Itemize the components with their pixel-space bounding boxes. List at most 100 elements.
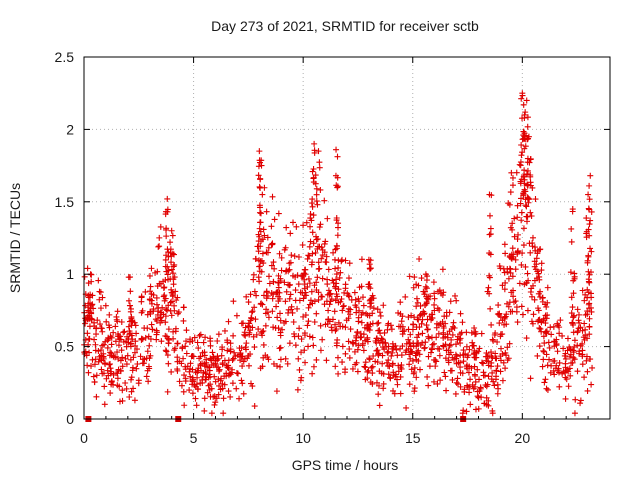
- data-point: [257, 184, 264, 191]
- data-point: [488, 321, 495, 328]
- data-point: [278, 254, 285, 261]
- data-point: [243, 340, 250, 347]
- data-point: [116, 398, 123, 405]
- data-point: [165, 360, 172, 367]
- data-point: [149, 326, 156, 333]
- data-point: [258, 162, 265, 169]
- data-point: [399, 343, 406, 350]
- data-point: [527, 375, 534, 382]
- data-point: [144, 348, 151, 355]
- data-point: [523, 97, 530, 104]
- data-point: [207, 335, 214, 342]
- data-point: [237, 357, 244, 364]
- data-point: [252, 255, 259, 262]
- data-point: [475, 405, 482, 412]
- data-point: [274, 314, 281, 321]
- data-point: [429, 341, 436, 348]
- data-point: [88, 302, 95, 309]
- data-point: [496, 320, 503, 327]
- data-point: [154, 283, 161, 290]
- data-point: [459, 319, 466, 326]
- data-point: [423, 300, 430, 307]
- data-point: [471, 371, 478, 378]
- data-point: [115, 342, 122, 349]
- data-point: [486, 272, 493, 279]
- data-point: [269, 193, 276, 200]
- data-point: [364, 322, 371, 329]
- data-point: [162, 277, 169, 284]
- data-point: [138, 293, 145, 300]
- data-point: [84, 265, 91, 272]
- data-point: [305, 304, 312, 311]
- data-point: [406, 339, 413, 346]
- data-point: [307, 215, 314, 222]
- data-point: [126, 328, 133, 335]
- x-tick-label: 15: [405, 430, 421, 446]
- data-point: [309, 370, 316, 377]
- data-point: [468, 329, 475, 336]
- data-point: [323, 357, 330, 364]
- data-point: [259, 363, 266, 370]
- data-point: [99, 370, 106, 377]
- data-point: [257, 258, 264, 265]
- data-point: [263, 288, 270, 295]
- data-point: [583, 357, 590, 364]
- data-point: [139, 336, 146, 343]
- data-point: [198, 367, 205, 374]
- data-point: [153, 301, 160, 308]
- data-point: [227, 393, 234, 400]
- data-point: [333, 245, 340, 252]
- data-point: [314, 274, 321, 281]
- data-point: [183, 350, 190, 357]
- data-point: [335, 286, 342, 293]
- data-point: [587, 217, 594, 224]
- data-point: [527, 156, 534, 163]
- y-tick-label: 1.5: [55, 194, 75, 210]
- data-point: [471, 383, 478, 390]
- data-point: [324, 320, 331, 327]
- data-point: [454, 375, 461, 382]
- data-point: [588, 208, 595, 215]
- data-point: [551, 371, 558, 378]
- data-point: [517, 195, 524, 202]
- data-point: [266, 280, 273, 287]
- data-point: [98, 366, 105, 373]
- data-point: [509, 182, 516, 189]
- data-point: [123, 361, 130, 368]
- data-point: [473, 354, 480, 361]
- data-point: [171, 302, 178, 309]
- data-point: [219, 344, 226, 351]
- data-point: [534, 250, 541, 257]
- data-point: [283, 288, 290, 295]
- data-point: [182, 363, 189, 370]
- data-point: [257, 228, 264, 235]
- data-point: [212, 399, 219, 406]
- data-point: [96, 321, 103, 328]
- data-point: [183, 338, 190, 345]
- data-point: [431, 290, 438, 297]
- data-point: [379, 336, 386, 343]
- data-point: [486, 290, 493, 297]
- data-point: [229, 356, 236, 363]
- data-point: [519, 311, 526, 318]
- data-point: [574, 368, 581, 375]
- data-point: [210, 354, 217, 361]
- data-point: [375, 350, 382, 357]
- data-point: [490, 337, 497, 344]
- data-point: [450, 319, 457, 326]
- data-point: [432, 363, 439, 370]
- data-point: [494, 338, 501, 345]
- data-point: [304, 322, 311, 329]
- data-point: [572, 396, 579, 403]
- data-point: [511, 233, 518, 240]
- data-point: [538, 267, 545, 274]
- data-point: [397, 373, 404, 380]
- data-point: [93, 393, 100, 400]
- data-point: [509, 245, 516, 252]
- data-point: [470, 342, 477, 349]
- data-point: [518, 209, 525, 216]
- data-point: [270, 291, 277, 298]
- data-point: [486, 191, 493, 198]
- data-point: [524, 307, 531, 314]
- data-point: [434, 345, 441, 352]
